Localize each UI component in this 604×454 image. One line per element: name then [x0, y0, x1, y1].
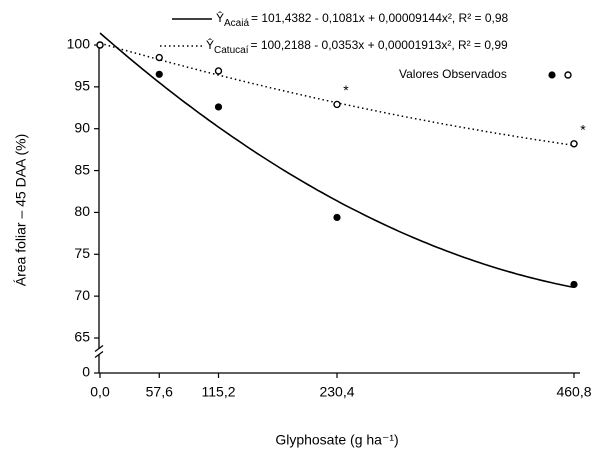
axis-break-gap: [94, 348, 104, 355]
x-tick-label: 115,2: [202, 384, 236, 400]
point-filled: [333, 213, 341, 222]
legend-equation: = 101,4382 - 0,1081x + 0,00009144x², R² …: [251, 11, 509, 25]
y-tick-label: 85: [74, 161, 90, 177]
y-tick-label: 100: [67, 36, 91, 52]
fit-curve: [99, 42, 575, 147]
legend-name: Acaiá: [224, 18, 249, 29]
legend-name: Catucaí: [214, 45, 249, 56]
point-open: [96, 41, 104, 49]
annotation: *: [580, 121, 586, 137]
y-axis-label: Área foliar – 45 DAA (%): [13, 134, 29, 287]
axis-break: [94, 350, 104, 359]
x-axis-label: Glyphosate (g ha⁻¹): [275, 432, 398, 448]
point-open: [214, 67, 223, 75]
legend-equation: = 100,2188 - 0,0353x + 0,00001913x², R² …: [250, 38, 508, 52]
point-open: [155, 53, 163, 62]
legend-note: Valores Observados: [399, 67, 507, 81]
legend-entry: ŶCatucaí = 100,2188 - 0,0353x + 0,0000191…: [206, 37, 508, 55]
point-filled: [214, 103, 223, 111]
axis-break: [94, 344, 104, 353]
point-open: [570, 140, 578, 148]
legend-entry: ŶAcaiá = 101,4382 - 0,1081x + 0,00009144x…: [216, 10, 509, 28]
point-filled: [548, 71, 556, 79]
point-filled: [155, 70, 163, 78]
y-tick-label: 95: [74, 78, 90, 94]
point-filled: [570, 280, 578, 289]
y-tick-label: 65: [74, 329, 90, 345]
annotation: *: [343, 82, 349, 98]
fit-curve: [99, 32, 575, 289]
x-tick-label: 460,8: [556, 384, 591, 400]
point-open: [333, 100, 341, 109]
legend-symbol: Ŷ: [216, 10, 224, 25]
x-tick-label: 57,6: [146, 384, 173, 400]
x-tick-label: 230,4: [319, 384, 354, 400]
y-tick-label: 80: [74, 203, 90, 219]
x-tick-label: 0,0: [90, 384, 110, 400]
legend-symbol: Ŷ: [206, 37, 214, 52]
y-tick-label: 0: [82, 364, 90, 380]
point-open: [564, 71, 572, 79]
y-tick-label: 70: [74, 287, 90, 303]
y-tick-label: 90: [74, 119, 90, 135]
y-tick-label: 75: [74, 245, 90, 261]
